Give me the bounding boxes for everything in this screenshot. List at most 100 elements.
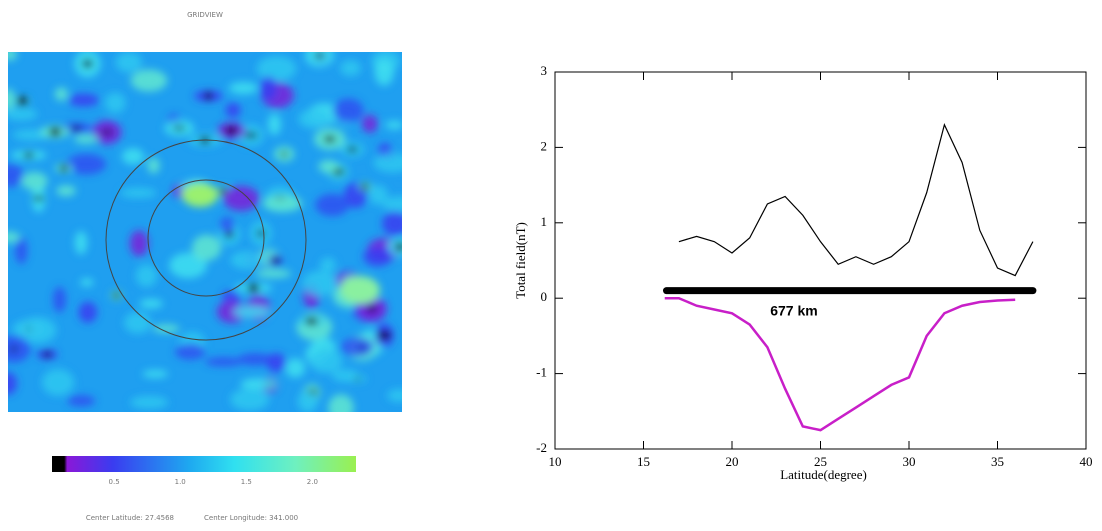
blob <box>363 246 393 267</box>
gridview-title: GRIDVIEW <box>187 11 223 19</box>
blob <box>320 257 336 273</box>
dark-spot <box>60 164 68 173</box>
blob <box>67 395 96 407</box>
blob <box>74 231 88 255</box>
inner-circle <box>147 179 265 297</box>
series-line <box>664 296 1016 432</box>
y-tick-label: 0 <box>541 289 548 304</box>
dark-spot <box>49 127 61 137</box>
blob <box>104 92 126 114</box>
dark-spot <box>224 126 238 135</box>
blob <box>135 264 158 287</box>
blob <box>115 52 143 73</box>
blob <box>256 55 297 81</box>
dark-spot <box>70 126 82 131</box>
y-tick-label: -2 <box>536 440 547 455</box>
dark-spot <box>315 52 324 59</box>
y-tick-label: 1 <box>541 214 548 229</box>
blob <box>54 87 68 101</box>
dark-spot <box>361 182 369 191</box>
blob <box>309 348 343 373</box>
blob <box>228 81 259 95</box>
x-tick-label: 30 <box>903 454 916 469</box>
blob <box>267 113 282 136</box>
blob <box>130 69 168 92</box>
colorbar <box>52 456 356 472</box>
dark-spot <box>9 346 18 352</box>
blob <box>175 343 206 360</box>
colorbar-tick-label: 1.5 <box>241 478 252 486</box>
colorbar-tick-label: 1.0 <box>175 478 186 486</box>
bright-spot <box>182 183 218 207</box>
blob <box>340 337 374 357</box>
blob <box>368 184 388 205</box>
blob <box>233 306 271 318</box>
x-tick-label: 40 <box>1080 454 1093 469</box>
blob <box>333 98 364 123</box>
footer-lon: Center Longitude: 341.000 <box>204 514 298 522</box>
dark-spot <box>366 305 377 313</box>
dark-spot <box>172 126 186 131</box>
x-tick-label: 15 <box>637 454 650 469</box>
outer-circle <box>105 139 307 341</box>
blob <box>8 231 21 243</box>
blob <box>318 159 339 173</box>
blob <box>373 153 402 173</box>
blob <box>129 230 149 257</box>
blob <box>382 196 402 213</box>
blob <box>230 388 270 411</box>
dark-spot <box>346 146 358 153</box>
x-tick-label: 25 <box>814 454 827 469</box>
scale-bar-label: 677 km <box>770 302 817 318</box>
footer-lat: Center Latitude: 27.4568 <box>86 514 174 522</box>
blob <box>304 52 335 67</box>
blob <box>78 301 98 323</box>
blob <box>80 278 94 287</box>
blob <box>262 195 303 213</box>
blob <box>266 353 287 373</box>
blob <box>8 164 25 188</box>
blob <box>130 395 169 409</box>
y-axis-label: Total field(nT) <box>513 222 528 299</box>
blob <box>285 358 306 378</box>
blob <box>73 134 99 144</box>
blob <box>328 394 354 412</box>
colorbar-tick-label: 2.0 <box>307 478 318 486</box>
blob <box>124 311 152 334</box>
blob <box>315 193 350 217</box>
blob <box>119 187 157 199</box>
blob <box>169 252 208 279</box>
x-tick-label: 35 <box>991 454 1004 469</box>
heatmap-blobs <box>8 52 402 412</box>
blob <box>121 148 145 165</box>
blob <box>18 317 57 344</box>
blob <box>204 357 243 367</box>
dark-spot <box>17 96 29 106</box>
plot-frame <box>554 71 1087 450</box>
dark-spot <box>271 257 281 264</box>
blob <box>216 300 247 324</box>
x-axis-label: Latitude(degree) <box>780 467 867 482</box>
blob <box>237 353 273 366</box>
dark-spot <box>218 188 228 195</box>
blob <box>139 298 163 309</box>
blob <box>255 269 292 279</box>
blob <box>240 378 278 390</box>
blob <box>385 120 402 130</box>
blob <box>382 211 402 236</box>
colorbar-ticks: 0.5 1.0 1.5 2.0 <box>109 478 318 486</box>
blob <box>302 270 338 296</box>
blob <box>152 324 180 333</box>
blob <box>259 76 277 102</box>
blob <box>297 390 318 412</box>
blob <box>68 93 100 107</box>
blob <box>21 171 48 191</box>
blob <box>374 58 394 86</box>
series-line <box>678 123 1034 277</box>
dark-spot <box>395 242 402 252</box>
dark-spot <box>33 196 45 201</box>
blob <box>387 237 402 256</box>
bright-spot <box>340 276 380 304</box>
dark-spot <box>204 92 213 100</box>
